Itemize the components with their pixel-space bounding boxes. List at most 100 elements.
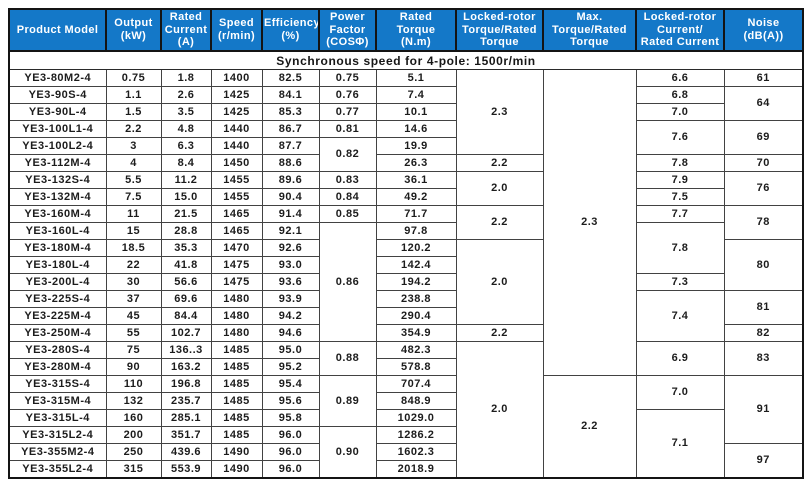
value-cell: 235.7	[160, 392, 212, 410]
value-cell: 6.9	[635, 341, 725, 376]
value-cell: 90	[105, 358, 162, 376]
value-cell: 91.4	[261, 205, 320, 223]
value-cell: 26.3	[375, 154, 457, 172]
value-cell: 92.1	[261, 222, 320, 240]
table-row: YE3-180L-4 22 41.8 1475 93.0 142.4	[8, 256, 803, 274]
value-cell: 7.3	[635, 273, 725, 291]
value-cell: 2.0	[455, 341, 544, 479]
value-cell: 1029.0	[375, 409, 457, 427]
column-header: Max. Torque/Rated Torque	[542, 8, 637, 52]
value-cell: 194.2	[375, 273, 457, 291]
value-cell: 3.5	[160, 103, 212, 121]
value-cell: 110	[105, 375, 162, 393]
product-model-cell: YE3-225S-4	[8, 290, 107, 308]
value-cell: 2.2	[105, 120, 162, 138]
value-cell: 41.8	[160, 256, 212, 274]
value-cell: 7.8	[635, 154, 725, 172]
table-row: YE3-132S-4 5.5 11.2 1455 89.6 0.83 36.1 2.0 7.9 7…	[8, 171, 804, 206]
value-cell: 36.1	[375, 171, 457, 189]
value-cell: 0.83	[318, 171, 377, 189]
product-model-cell: YE3-315M-4	[8, 392, 107, 410]
table-row: YE3-132M-4 7.5 15.0 1455 90.4 0.84 49.2 7.5	[8, 188, 803, 206]
value-cell: 290.4	[375, 307, 457, 325]
value-cell: 2.2	[455, 205, 544, 240]
product-model-cell: YE3-132M-4	[8, 188, 107, 206]
value-cell: 94.2	[261, 307, 320, 325]
value-cell: 0.82	[318, 137, 377, 172]
value-cell: 7.7	[635, 205, 725, 223]
table-row: YE3-160M-4 11 21.5 1465 91.4 0.85 71.7 2.2 7.7 78	[8, 205, 804, 240]
value-cell: 136..3	[160, 341, 212, 359]
value-cell: 56.6	[160, 273, 212, 291]
value-cell: 848.9	[375, 392, 457, 410]
value-cell: 1455	[210, 188, 263, 206]
value-cell: 75	[105, 341, 162, 359]
value-cell: 4	[105, 154, 162, 172]
product-model-cell: YE3-315L2-4	[8, 426, 107, 444]
value-cell: 30	[105, 273, 162, 291]
value-cell: 11.2	[160, 171, 212, 189]
value-cell: 250	[105, 443, 162, 461]
product-model-cell: YE3-90S-4	[8, 86, 107, 104]
value-cell: 2018.9	[375, 460, 457, 479]
value-cell: 15	[105, 222, 162, 240]
value-cell: 1485	[210, 426, 263, 444]
product-model-cell: YE3-315L-4	[8, 409, 107, 427]
product-model-cell: YE3-355L2-4	[8, 460, 107, 479]
table-row: YE3-112M-4 4 8.4 1450 88.6 26.3 2.2 7.8 70	[8, 154, 804, 172]
table-row: YE3-90L-4 1.5 3.5 1425 85.3 0.77 10.1 7.0	[8, 103, 803, 121]
value-cell: 2.2	[455, 324, 544, 342]
product-model-cell: YE3-250M-4	[8, 324, 107, 342]
value-cell: 1475	[210, 273, 263, 291]
value-cell: 1286.2	[375, 426, 457, 444]
product-model-cell: YE3-100L2-4	[8, 137, 107, 155]
value-cell: 3	[105, 137, 162, 155]
value-cell: 160	[105, 409, 162, 427]
value-cell: 1465	[210, 205, 263, 223]
product-model-cell: YE3-180M-4	[8, 239, 107, 257]
value-cell: 18.5	[105, 239, 162, 257]
value-cell: 11	[105, 205, 162, 223]
value-cell: 196.8	[160, 375, 212, 393]
value-cell: 21.5	[160, 205, 212, 223]
value-cell: 82.5	[261, 69, 320, 87]
table-row: YE3-315L2-4 200 351.7 1485 96.0 0.90 1286.2	[8, 426, 803, 479]
value-cell: 1485	[210, 392, 263, 410]
value-cell: 35.3	[160, 239, 212, 257]
table-row: YE3-355L2-4 315 553.9 1490 96.0 2018.9	[8, 460, 803, 479]
value-cell: 1440	[210, 137, 263, 155]
value-cell: 200	[105, 426, 162, 444]
value-cell: 351.7	[160, 426, 212, 444]
column-header: Speed (r/min)	[210, 8, 263, 52]
product-model-cell: YE3-180L-4	[8, 256, 107, 274]
value-cell: 80	[723, 239, 804, 291]
value-cell: 6.3	[160, 137, 212, 155]
value-cell: 1.8	[160, 69, 212, 87]
product-model-cell: YE3-200L-4	[8, 273, 107, 291]
value-cell: 95.6	[261, 392, 320, 410]
value-cell: 1480	[210, 290, 263, 308]
product-model-cell: YE3-355M2-4	[8, 443, 107, 461]
value-cell: 0.75	[105, 69, 162, 87]
value-cell: 1480	[210, 307, 263, 325]
value-cell: 1425	[210, 86, 263, 104]
value-cell: 0.86	[318, 222, 377, 342]
value-cell: 2.6	[160, 86, 212, 104]
product-model-cell: YE3-280M-4	[8, 358, 107, 376]
value-cell: 55	[105, 324, 162, 342]
value-cell: 707.4	[375, 375, 457, 393]
column-header: Locked-rotor Current/ Rated Current	[635, 8, 725, 52]
value-cell: 7.0	[635, 375, 725, 410]
value-cell: 553.9	[160, 460, 212, 479]
value-cell: 1465	[210, 222, 263, 240]
value-cell: 1485	[210, 409, 263, 427]
table-row: YE3-80M2-4 0.75 1.8 1400 82.5 0.75 5.1 2.3 2.3 6.…	[8, 69, 804, 376]
product-model-cell: YE3-90L-4	[8, 103, 107, 121]
value-cell: 4.8	[160, 120, 212, 138]
value-cell: 28.8	[160, 222, 212, 240]
value-cell: 0.89	[318, 375, 377, 427]
product-model-cell: YE3-100L1-4	[8, 120, 107, 138]
table-row: YE3-180M-4 18.5 35.3 1470 92.6 120.2 2.0 80	[8, 239, 804, 325]
value-cell: 14.6	[375, 120, 457, 138]
